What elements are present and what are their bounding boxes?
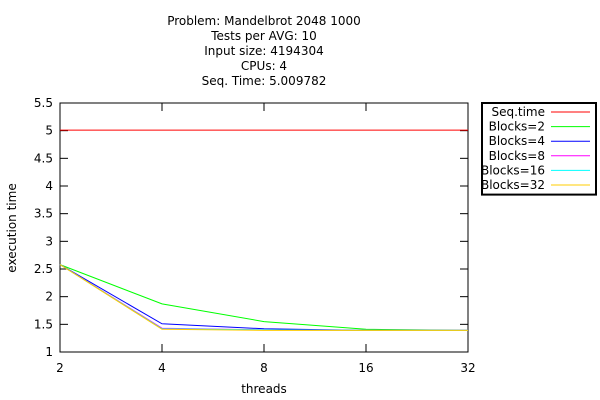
- legend-entry-label: Blocks=2: [489, 120, 545, 134]
- legend: Seq.timeBlocks=2Blocks=4Blocks=8Blocks=1…: [481, 102, 597, 196]
- series-lines: [59, 129, 469, 331]
- x-axis: 2 4 8 16 32: [56, 103, 476, 375]
- legend-entry-label: Blocks=4: [489, 134, 545, 148]
- series-line-blocks-32: [59, 264, 468, 331]
- x-tick-label: 32: [460, 361, 475, 375]
- series-line-blocks-8: [59, 264, 468, 331]
- series-line-blocks-2: [59, 264, 469, 331]
- x-axis-label: threads: [241, 382, 287, 396]
- chart-title-line: CPUs: 4: [241, 59, 287, 73]
- plot-border: [59, 102, 469, 353]
- y-tick-label: 1: [45, 345, 53, 359]
- y-tick-label: 4: [45, 179, 53, 193]
- y-tick-label: 5.5: [34, 96, 53, 110]
- x-tick-label: 2: [56, 361, 64, 375]
- y-axis-label: execution time: [5, 183, 19, 272]
- legend-entry-label: Blocks=32: [481, 178, 545, 192]
- y-tick-label: 5: [45, 124, 53, 138]
- x-tick-label: 4: [158, 361, 166, 375]
- legend-box: [481, 102, 597, 196]
- x-tick-label: 8: [260, 361, 268, 375]
- legend-entry-label: Blocks=8: [489, 149, 545, 163]
- legend-entry-label: Blocks=16: [481, 163, 545, 177]
- y-tick-label: 1.5: [34, 317, 53, 331]
- y-tick-label: 3: [45, 234, 53, 248]
- chart-title-line: Seq. Time: 5.009782: [202, 74, 327, 88]
- plot-frame: [59, 102, 469, 353]
- chart-title-line: Tests per AVG: 10: [210, 29, 317, 43]
- y-tick-label: 2.5: [34, 262, 53, 276]
- series-line-blocks-16: [59, 264, 468, 331]
- y-tick-label: 3.5: [34, 207, 53, 221]
- x-tick-label: 16: [358, 361, 373, 375]
- series-line-blocks-4: [59, 264, 468, 331]
- chart-title-line: Input size: 4194304: [204, 44, 323, 58]
- legend-entry-label: Seq.time: [491, 105, 545, 119]
- y-axis: 1 1.5 2 2.5 3 3.5 4 4.5 5 5.5: [34, 96, 468, 359]
- y-tick-label: 4.5: [34, 151, 53, 165]
- y-tick-label: 2: [45, 290, 53, 304]
- chart-title-line: Problem: Mandelbrot 2048 1000: [167, 14, 361, 28]
